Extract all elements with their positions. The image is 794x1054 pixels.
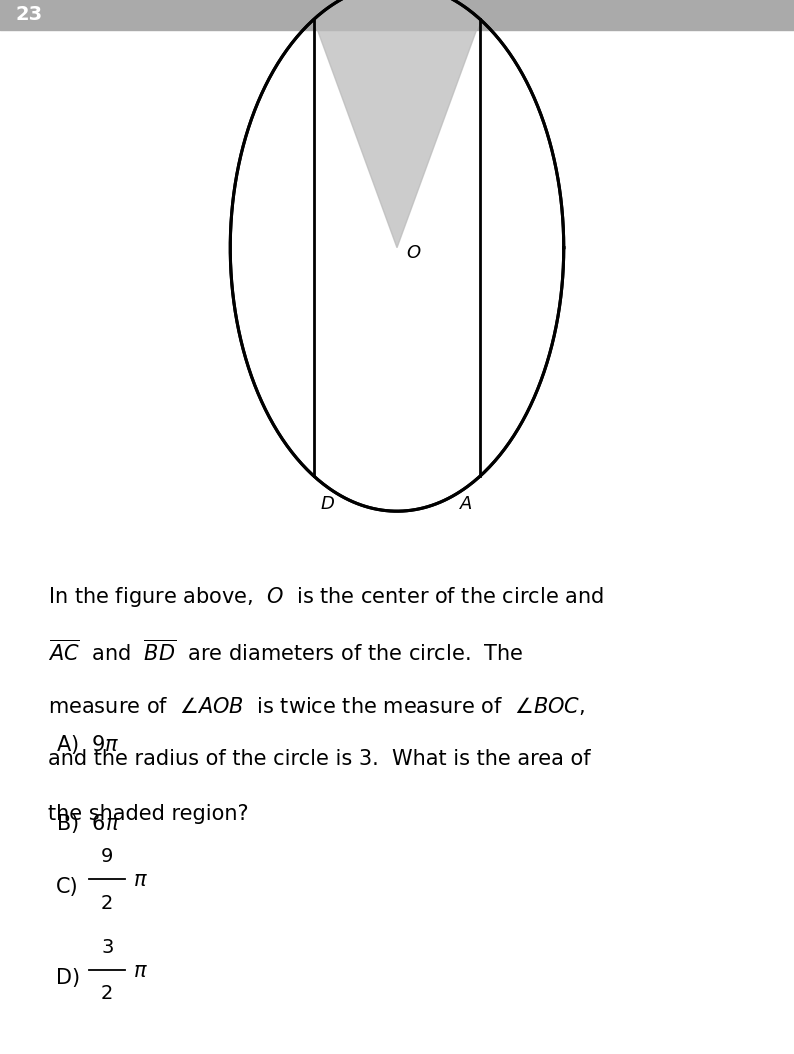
Text: $\overline{AC}$  and  $\overline{BD}$  are diameters of the circle.  The: $\overline{AC}$ and $\overline{BD}$ are … (48, 640, 523, 665)
Text: measure of  $\angle AOB$  is twice the measure of  $\angle BOC$,: measure of $\angle AOB$ is twice the mea… (48, 695, 584, 717)
Text: D): D) (56, 969, 79, 988)
Text: O: O (406, 243, 420, 262)
Text: 2: 2 (101, 984, 114, 1003)
Text: In the figure above,  $O$  is the center of the circle and: In the figure above, $O$ is the center o… (48, 585, 603, 609)
Text: D: D (321, 495, 335, 513)
Text: $\pi$: $\pi$ (133, 871, 148, 890)
Text: A)  $9\pi$: A) $9\pi$ (56, 733, 119, 756)
Text: C): C) (56, 878, 78, 897)
Polygon shape (314, 0, 480, 248)
Text: B)  $6\pi$: B) $6\pi$ (56, 812, 119, 835)
Text: $\pi$: $\pi$ (133, 961, 148, 980)
Text: and the radius of the circle is 3.  What is the area of: and the radius of the circle is 3. What … (48, 749, 590, 769)
Text: 3: 3 (101, 938, 114, 957)
Text: A: A (460, 495, 472, 513)
Text: 2: 2 (101, 894, 114, 913)
Text: the shaded region?: the shaded region? (48, 804, 249, 824)
Text: 9: 9 (101, 847, 114, 866)
Text: 23: 23 (16, 5, 43, 24)
